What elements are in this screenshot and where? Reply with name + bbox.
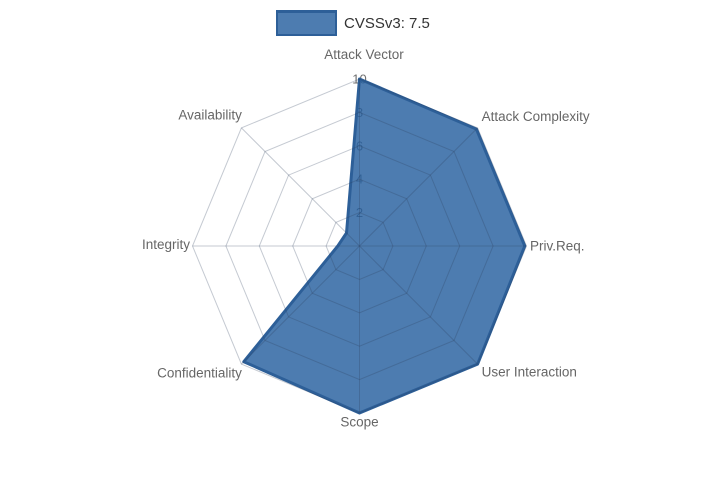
grid-spoke (359, 127, 478, 247)
grid-ring (191, 78, 528, 414)
radar-grid (191, 78, 528, 414)
axis-label-availability: Availability (178, 107, 242, 122)
axis-label-confidentiality: Confidentiality (157, 366, 242, 381)
legend-item-cvssv3[interactable]: CVSSv3: 7.5 (276, 10, 430, 36)
axis-label-scope: Scope (340, 415, 378, 430)
grid-spoke (241, 245, 360, 365)
legend-color-swatch (276, 10, 337, 36)
axis-label-integrity: Integrity (142, 237, 190, 252)
data-polygon-cvssv3 (242, 77, 527, 415)
grid-spoke (241, 127, 360, 247)
grid-ring (292, 178, 427, 314)
grid-ring (225, 111, 494, 381)
grid-spoke (359, 245, 478, 365)
legend-label: CVSSv3: 7.5 (344, 14, 430, 32)
axis-label-priv-req: Priv.Req. (530, 239, 585, 254)
grid-ring (325, 212, 394, 280)
axis-label-attack-complexity: Attack Complexity (482, 109, 590, 124)
axis-label-attack-vector: Attack Vector (324, 47, 404, 62)
grid-ring (258, 145, 461, 347)
axis-label-user-interaction: User Interaction (482, 365, 577, 380)
